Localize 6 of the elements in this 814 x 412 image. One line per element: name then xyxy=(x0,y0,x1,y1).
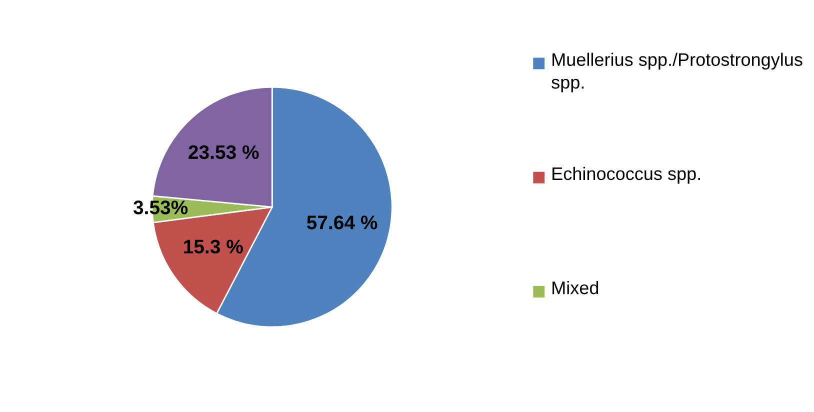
legend-label: Muellerius spp./Protostrongylus spp. xyxy=(552,52,802,92)
data-label: 23.53 % xyxy=(188,145,259,160)
legend-label: Echinococcus spp. xyxy=(552,166,700,184)
data-label: 57.64 % xyxy=(306,216,378,230)
data-label: 15.3 % xyxy=(184,240,243,254)
legend-label: Mixed xyxy=(552,280,598,294)
